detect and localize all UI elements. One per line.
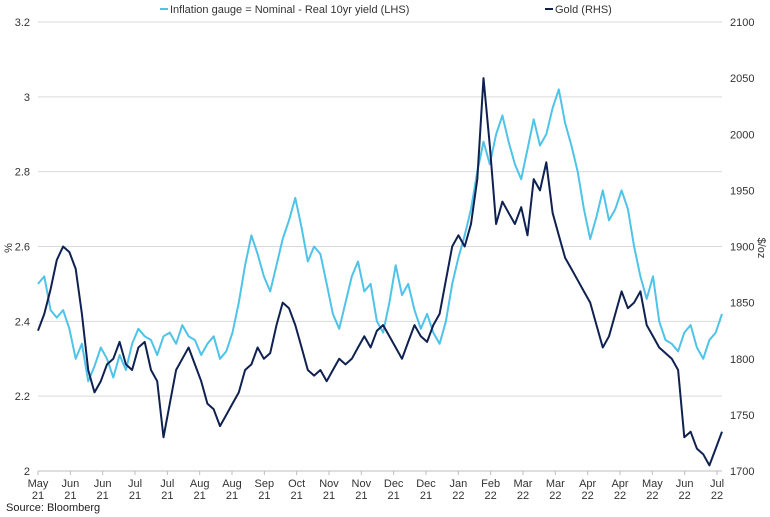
right-axis-title: $/oz bbox=[755, 238, 767, 259]
x-tick-month: Jun bbox=[61, 478, 79, 490]
left-tick-label: 2.4 bbox=[15, 316, 30, 328]
x-tick-month: Aug bbox=[190, 478, 210, 490]
right-tick-label: 1700 bbox=[730, 466, 754, 478]
x-tick-month: Dec bbox=[384, 478, 404, 490]
gridlines bbox=[38, 21, 722, 397]
x-tick-month: Dec bbox=[416, 478, 436, 490]
right-tick-label: 1900 bbox=[730, 242, 754, 254]
legend-label: Inflation gauge = Nominal - Real 10yr yi… bbox=[170, 4, 409, 16]
right-tick-label: 1750 bbox=[730, 410, 754, 422]
x-tick-year: 21 bbox=[388, 490, 400, 502]
x-tick-month: Apr bbox=[611, 478, 628, 490]
x-tick-month: Jan bbox=[449, 478, 467, 490]
x-tick-month: May bbox=[28, 478, 49, 490]
x-tick-month: Aug bbox=[222, 478, 242, 490]
right-tick-label: 1950 bbox=[730, 185, 754, 197]
x-tick-year: 22 bbox=[614, 490, 626, 502]
inflation-gauge-line bbox=[37, 88, 723, 383]
x-tick-month: Mar bbox=[514, 478, 533, 490]
right-tick-label: 1850 bbox=[730, 298, 754, 310]
legend-label: Gold (RHS) bbox=[555, 4, 612, 16]
source-note: Source: Bloomberg bbox=[6, 502, 101, 514]
x-tick-year: 21 bbox=[355, 490, 367, 502]
x-tick-month: Jul bbox=[128, 478, 142, 490]
x-tick-month: Apr bbox=[579, 478, 596, 490]
left-axis-title: % bbox=[3, 243, 15, 253]
x-tick-year: 21 bbox=[161, 490, 173, 502]
x-tick-year: 22 bbox=[485, 490, 497, 502]
right-axis-ticks: 1700 1750 1800 1850 1900 1950 2000 2050 2100 bbox=[730, 17, 754, 478]
x-tick-year: 21 bbox=[129, 490, 141, 502]
x-tick-month: Feb bbox=[481, 478, 500, 490]
right-tick-label: 2100 bbox=[730, 17, 754, 29]
x-tick-year: 21 bbox=[194, 490, 206, 502]
x-tick-month: Sep bbox=[255, 478, 275, 490]
x-tick-month: Oct bbox=[288, 478, 305, 490]
x-tick-year: 21 bbox=[291, 490, 303, 502]
x-tick-month: Mar bbox=[546, 478, 565, 490]
x-tick-year: 21 bbox=[323, 490, 335, 502]
x-tick-year: 21 bbox=[64, 490, 76, 502]
left-tick-label: 3 bbox=[24, 92, 30, 104]
right-tick-label: 2000 bbox=[730, 129, 754, 141]
x-tick-year: 21 bbox=[97, 490, 109, 502]
x-tick-year: 22 bbox=[517, 490, 529, 502]
x-tick-year: 22 bbox=[582, 490, 594, 502]
legend: Inflation gauge = Nominal - Real 10yr yi… bbox=[160, 4, 612, 16]
x-tick-year: 21 bbox=[420, 490, 432, 502]
gold-line bbox=[37, 77, 723, 467]
x-tick-year: 22 bbox=[679, 490, 691, 502]
series-layer bbox=[37, 77, 723, 467]
x-tick-year: 22 bbox=[452, 490, 464, 502]
x-axis-ticks: May21Jun21Jun21Jul21Jul21Aug21Aug21Sep21… bbox=[28, 471, 724, 502]
left-tick-label: 2.8 bbox=[15, 167, 30, 179]
x-tick-month: Jul bbox=[160, 478, 174, 490]
x-tick-month: Jul bbox=[710, 478, 724, 490]
x-tick-year: 22 bbox=[549, 490, 561, 502]
x-tick-month: Nov bbox=[352, 478, 372, 490]
left-tick-label: 2.6 bbox=[15, 242, 30, 254]
x-tick-month: Nov bbox=[319, 478, 339, 490]
x-tick-year: 22 bbox=[711, 490, 723, 502]
left-tick-label: 3.2 bbox=[15, 17, 30, 29]
x-tick-month: May bbox=[642, 478, 663, 490]
right-tick-label: 1800 bbox=[730, 354, 754, 366]
x-tick-year: 21 bbox=[258, 490, 270, 502]
x-tick-year: 21 bbox=[226, 490, 238, 502]
left-axis-ticks: 2 2.2 2.4 2.6 2.8 3 3.2 bbox=[15, 17, 30, 478]
x-tick-year: 22 bbox=[646, 490, 658, 502]
left-tick-label: 2.2 bbox=[15, 391, 30, 403]
right-tick-label: 2050 bbox=[730, 73, 754, 85]
left-tick-label: 2 bbox=[24, 466, 30, 478]
x-tick-month: Jun bbox=[94, 478, 112, 490]
x-tick-month: Jun bbox=[676, 478, 694, 490]
x-tick-year: 21 bbox=[32, 490, 44, 502]
